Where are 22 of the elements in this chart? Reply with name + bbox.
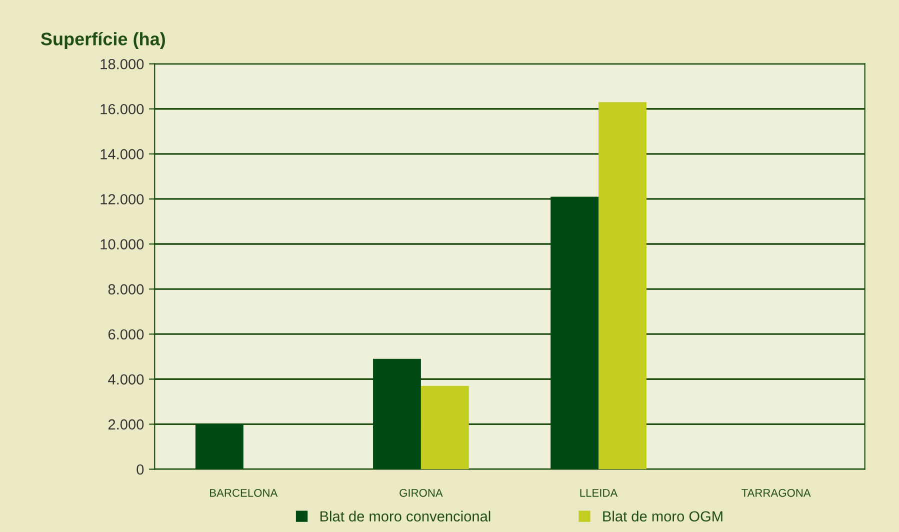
bar	[195, 424, 244, 470]
y-tick-label: 10.000	[100, 239, 144, 250]
y-tick-label: 2.000	[108, 419, 144, 430]
bar	[550, 196, 599, 470]
bar	[598, 102, 646, 470]
y-tick-label: 6.000	[108, 329, 144, 340]
y-tick-label: 18.000	[100, 58, 144, 70]
legend-label: Blat de moro OGM	[603, 510, 722, 522]
y-tick-label: 16.000	[100, 104, 144, 114]
bar	[373, 358, 421, 470]
y-tick-label: 14.000	[100, 149, 144, 160]
y-tick-label: 8.000	[108, 284, 144, 294]
y-tick-label: 0	[136, 464, 144, 475]
x-tick-label: LLEIDA	[580, 489, 618, 497]
y-tick-label: 12.000	[100, 194, 144, 204]
chart-title: Superfície (ha)	[40, 32, 165, 49]
bar	[420, 386, 469, 470]
x-tick-label: TARRAGONA	[742, 488, 811, 497]
y-tick-label: 4.000	[108, 374, 144, 385]
x-tick-label: BARCELONA	[210, 488, 278, 497]
x-tick-label: GIRONA	[400, 488, 443, 497]
legend-label: Blat de moro convencional	[320, 510, 490, 522]
